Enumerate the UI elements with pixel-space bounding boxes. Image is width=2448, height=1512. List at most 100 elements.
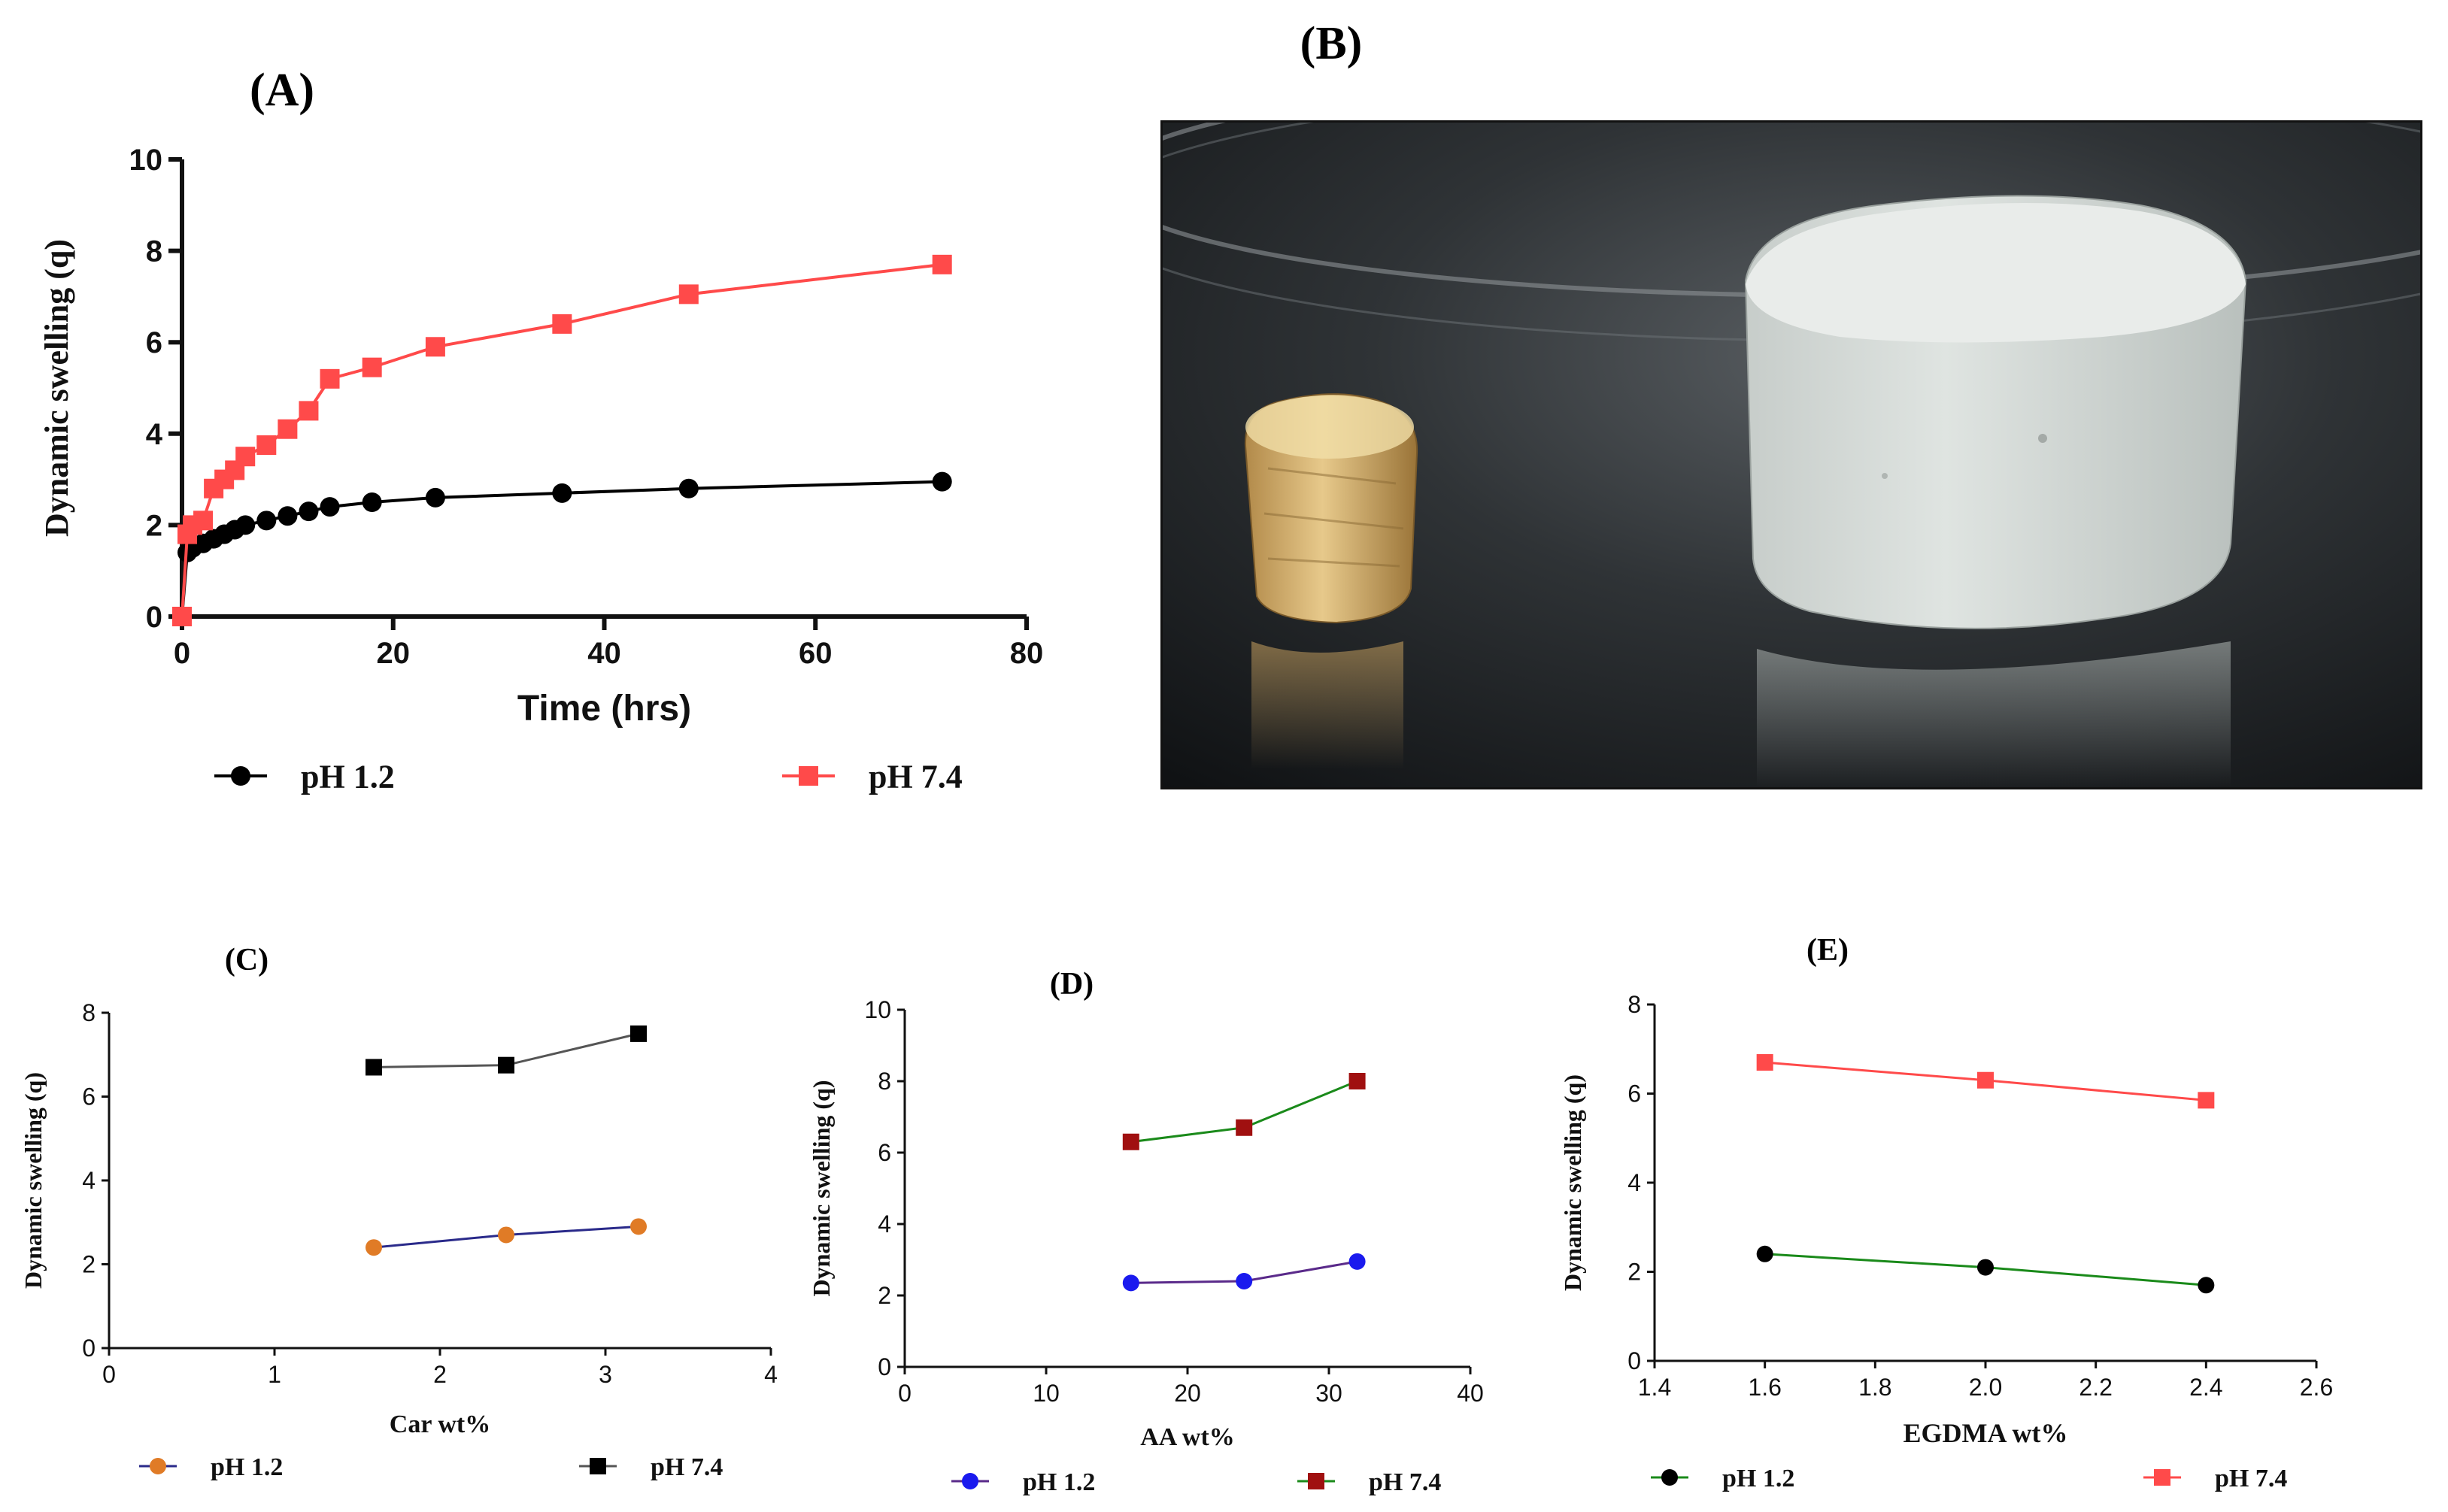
x-tick-label: 0 <box>898 1380 912 1407</box>
hydrogel-photo <box>1160 120 2422 789</box>
x-tick-label: 60 <box>799 637 833 670</box>
data-point <box>320 368 340 389</box>
x-tick-label: 1.4 <box>1638 1374 1671 1401</box>
data-point <box>278 419 298 439</box>
y-tick-label: 8 <box>1627 991 1641 1018</box>
legend-marker <box>1308 1473 1324 1489</box>
legend-marker <box>150 1458 166 1474</box>
data-point <box>1348 1253 1366 1270</box>
legend-label: pH 1.2 <box>211 1453 283 1481</box>
data-point <box>362 492 382 512</box>
panel-label-b: (B) <box>1300 18 1363 69</box>
y-tick-label: 6 <box>82 1083 96 1111</box>
data-point <box>678 284 699 305</box>
x-axis-label: Car wt% <box>390 1410 490 1438</box>
x-tick-label: 4 <box>764 1361 778 1388</box>
legend-label: pH 7.4 <box>2215 1465 2287 1492</box>
x-tick-label: 80 <box>1010 637 1044 670</box>
data-point <box>320 497 340 517</box>
y-tick-label: 4 <box>878 1211 891 1238</box>
x-tick-label: 20 <box>377 637 411 670</box>
x-axis-label: AA wt% <box>1140 1423 1235 1451</box>
y-tick-label: 2 <box>82 1251 96 1278</box>
y-axis-label: Dynamic swelling (q) <box>20 1072 47 1289</box>
data-point <box>678 478 699 498</box>
data-point <box>425 487 445 508</box>
legend-marker <box>2154 1469 2170 1486</box>
data-point <box>172 607 192 626</box>
y-axis-label: Dynamic swelling (q) <box>808 1080 835 1297</box>
x-tick-label: 1 <box>268 1361 281 1388</box>
x-axis-label: Time (hrs) <box>517 689 691 729</box>
data-point <box>498 1056 514 1074</box>
data-point <box>193 511 214 531</box>
x-tick-label: 2.6 <box>2300 1374 2333 1401</box>
chart-a: 0 20 40 60 80 0 2 4 6 8 10 Time (hrs) Dynamic swelli… <box>38 144 1043 795</box>
data-point <box>1236 1119 1253 1136</box>
y-tick-label: 4 <box>82 1167 96 1194</box>
x-tick-label: 2 <box>433 1361 447 1388</box>
data-point <box>1756 1054 1773 1071</box>
y-tick-label: 0 <box>1627 1347 1641 1374</box>
x-tick-label: 1.8 <box>1858 1374 1891 1401</box>
y-tick-label: 2 <box>146 509 162 542</box>
y-axis-label: Dynamic swelling (q) <box>38 239 75 537</box>
x-tick-label: 2.2 <box>2079 1374 2112 1401</box>
x-tick-label: 10 <box>1033 1380 1060 1407</box>
y-axis-label: Dynamic swelling (q) <box>1559 1074 1586 1291</box>
data-point <box>235 447 256 467</box>
legend-label: pH 7.4 <box>651 1453 723 1481</box>
x-tick-label: 40 <box>1457 1380 1484 1407</box>
data-point <box>932 254 952 274</box>
x-tick-label: 2.0 <box>1969 1374 2002 1401</box>
data-point <box>1977 1071 1994 1089</box>
data-point <box>1122 1274 1139 1292</box>
data-point <box>1348 1073 1366 1089</box>
y-tick-label: 2 <box>878 1282 891 1309</box>
x-tick-label: 0 <box>102 1361 116 1388</box>
data-point <box>256 511 277 531</box>
y-tick-label: 4 <box>146 418 163 451</box>
x-tick-label: 40 <box>587 637 621 670</box>
data-point <box>2198 1277 2215 1294</box>
data-point <box>630 1025 647 1042</box>
legend-label: pH 7.4 <box>1369 1468 1441 1496</box>
data-point <box>366 1059 382 1076</box>
data-point <box>498 1226 514 1244</box>
y-tick-label: 8 <box>146 235 162 268</box>
data-point <box>256 435 277 455</box>
y-tick-label: 6 <box>146 326 162 359</box>
y-tick-label: 8 <box>82 999 96 1026</box>
data-point <box>425 337 445 357</box>
x-tick-label: 3 <box>599 1361 612 1388</box>
data-point <box>235 515 256 535</box>
legend-marker <box>231 766 250 786</box>
panel-label-d: (D) <box>1050 967 1094 1001</box>
data-point <box>366 1239 382 1256</box>
data-point <box>2198 1092 2215 1109</box>
x-tick-label: 0 <box>174 637 190 670</box>
y-tick-label: 4 <box>1627 1169 1641 1196</box>
y-tick-label: 10 <box>864 996 891 1023</box>
panel-label-c: (C) <box>225 943 268 977</box>
panel-label-e: (E) <box>1806 933 1849 968</box>
data-point <box>362 357 382 377</box>
data-point <box>932 471 952 492</box>
data-point <box>552 483 572 503</box>
legend-marker <box>799 766 818 786</box>
legend-marker <box>1661 1469 1678 1486</box>
data-point <box>1236 1273 1253 1289</box>
data-point <box>1122 1133 1139 1150</box>
y-tick-label: 0 <box>146 601 162 634</box>
legend-marker <box>590 1458 606 1474</box>
chart-d: 0 10 20 30 40 0 2 4 6 8 10 AA wt% Dynamic swelling (… <box>808 996 1484 1496</box>
data-point <box>552 314 572 334</box>
y-tick-label: 6 <box>1627 1080 1641 1107</box>
legend-label: pH 1.2 <box>1023 1468 1095 1496</box>
data-point <box>630 1218 647 1235</box>
y-tick-label: 0 <box>878 1353 891 1380</box>
y-tick-label: 0 <box>82 1335 96 1362</box>
chart-c: 0 1 2 3 4 0 2 4 6 8 Car wt% Dynamic swelling (q) pH … <box>20 999 778 1481</box>
y-tick-label: 8 <box>878 1068 891 1095</box>
